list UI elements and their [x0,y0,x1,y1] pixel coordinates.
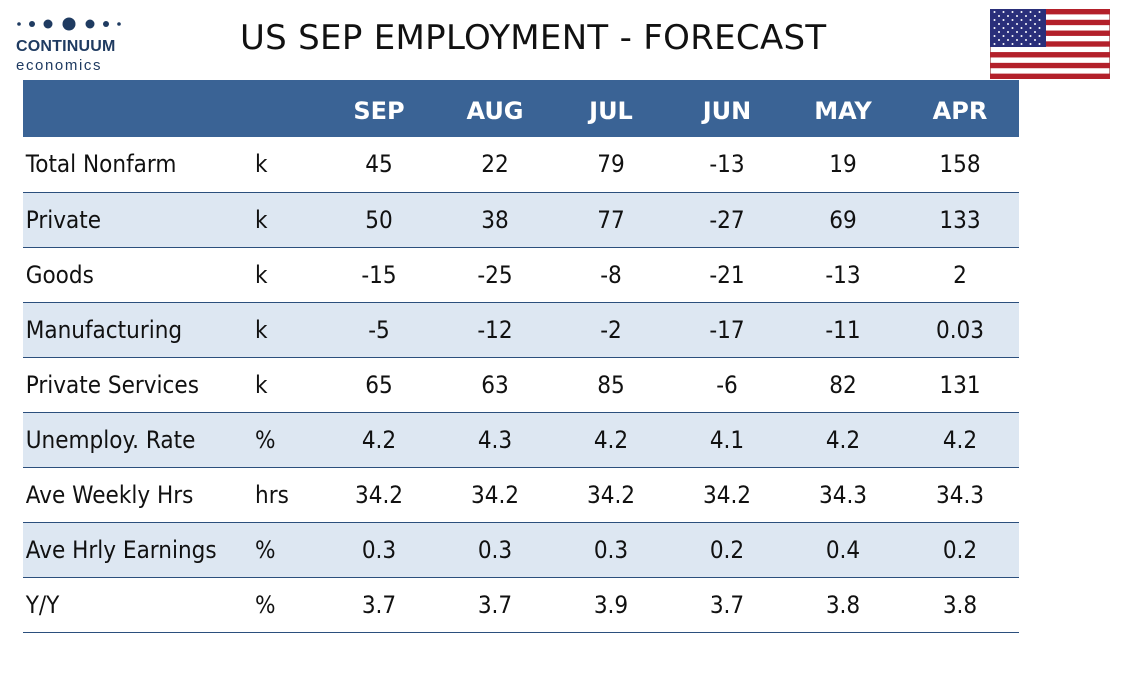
table-cell: 45 [326,137,432,193]
us-flag-icon [990,9,1110,79]
table-cell: 4.2 [906,412,1014,468]
table-cell: 0.3 [558,522,664,578]
row-label: Total Nonfarm [23,137,232,193]
table-cell: 4.2 [790,412,896,468]
column-header: APR [932,96,988,125]
table-cell: 0.2 [906,522,1014,578]
header-blank-label [23,80,255,137]
table-cell: -15 [326,247,432,303]
table-cell: 34.3 [906,467,1014,523]
row-unit: k [255,192,315,248]
table-cell: 85 [558,357,664,413]
table-cell: -13 [790,247,896,303]
table-row: Private k 50 38 77 -27 69 133 [23,192,1019,248]
table-row: Ave Weekly Hrs hrs 34.2 34.2 34.2 34.2 34.3 34.… [23,467,1019,523]
table-cell: 79 [558,137,664,193]
table-cell: 0.3 [326,522,432,578]
table-cell: 38 [442,192,548,248]
table-cell: 3.7 [326,577,432,633]
column-header: MAY [814,96,872,125]
table-cell: 0.2 [674,522,780,578]
table-cell: -12 [442,302,548,358]
table-cell: -27 [674,192,780,248]
row-unit: % [255,577,315,633]
table-cell: 4.3 [442,412,548,468]
table-cell: -8 [558,247,664,303]
table-cell: -25 [442,247,548,303]
logo-subtitle: economics [16,57,103,74]
page-title: US SEP EMPLOYMENT - FORECAST [240,18,827,58]
row-label: Ave Hrly Earnings [23,522,232,578]
table-cell: -6 [674,357,780,413]
row-label: Goods [23,247,232,303]
row-unit: k [255,247,315,303]
table-cell: 22 [442,137,548,193]
table-row: Private Services k 65 63 85 -6 82 131 [23,357,1019,413]
table-cell: 34.2 [442,467,548,523]
table-row: Manufacturing k -5 -12 -2 -17 -11 0.03 [23,302,1019,358]
table-cell: 2 [906,247,1014,303]
table-cell: 34.2 [558,467,664,523]
row-unit: % [255,412,315,468]
row-unit: % [255,522,315,578]
row-unit: k [255,137,315,193]
row-unit: k [255,302,315,358]
table-cell: 34.2 [326,467,432,523]
table-cell: 4.1 [674,412,780,468]
table-cell: 133 [906,192,1014,248]
table-row: Unemploy. Rate% 4.2 4.3 4.2 4.1 4.2 4.2 [23,412,1019,468]
column-header: AUG [466,96,524,125]
table-cell: 3.7 [442,577,548,633]
table-cell: 0.03 [906,302,1014,358]
table-cell: 82 [790,357,896,413]
table-row: Goods k -15 -25 -8 -21 -13 2 [23,247,1019,303]
logo-name: CONTINUUM [16,38,116,55]
table-cell: 131 [906,357,1014,413]
table-cell: 69 [790,192,896,248]
row-label: Unemploy. Rate [23,412,232,468]
table-row: Y/Y% 3.7 3.7 3.9 3.7 3.8 3.8 [23,577,1019,633]
column-header: SEP [353,96,405,125]
table-cell: 0.4 [790,522,896,578]
table-cell: 4.2 [558,412,664,468]
logo-dots-icon [17,17,121,31]
row-label: Y/Y [23,577,232,633]
table-cell: -13 [674,137,780,193]
table-cell: 4.2 [326,412,432,468]
table-cell: 34.2 [674,467,780,523]
company-logo: CONTINUUM economics [14,14,134,74]
row-label: Ave Weekly Hrs [23,467,232,523]
table-cell: -2 [558,302,664,358]
table-cell: -5 [326,302,432,358]
column-header: JUN [702,96,752,125]
table-cell: 0.3 [442,522,548,578]
table-cell: 3.7 [674,577,780,633]
table-cell: 19 [790,137,896,193]
table-cell: -17 [674,302,780,358]
table-row: Total Nonfarm k 45 22 79 -13 19 158 [23,137,1019,193]
table-cell: -21 [674,247,780,303]
table-cell: 3.8 [906,577,1014,633]
row-label: Manufacturing [23,302,232,358]
table-cell: -11 [790,302,896,358]
table-cell: 158 [906,137,1014,193]
header-blank-unit [255,80,321,137]
table-cell: 3.8 [790,577,896,633]
row-label: Private Services [23,357,232,413]
table-cell: 63 [442,357,548,413]
table-cell: 3.9 [558,577,664,633]
column-header: JUL [589,96,633,125]
table-cell: 50 [326,192,432,248]
table-row: Ave Hrly Earnings% 0.3 0.3 0.3 0.2 0.4 0.2 [23,522,1019,578]
row-label: Private [23,192,232,248]
table-header-row: SEP AUG JUL JUN MAY APR [23,80,1019,137]
table-cell: 65 [326,357,432,413]
row-unit: k [255,357,315,413]
table-cell: 34.3 [790,467,896,523]
row-unit: hrs [255,467,315,523]
table-cell: 77 [558,192,664,248]
forecast-table: SEP AUG JUL JUN MAY APR Total Nonfarm k 45… [23,80,1019,633]
